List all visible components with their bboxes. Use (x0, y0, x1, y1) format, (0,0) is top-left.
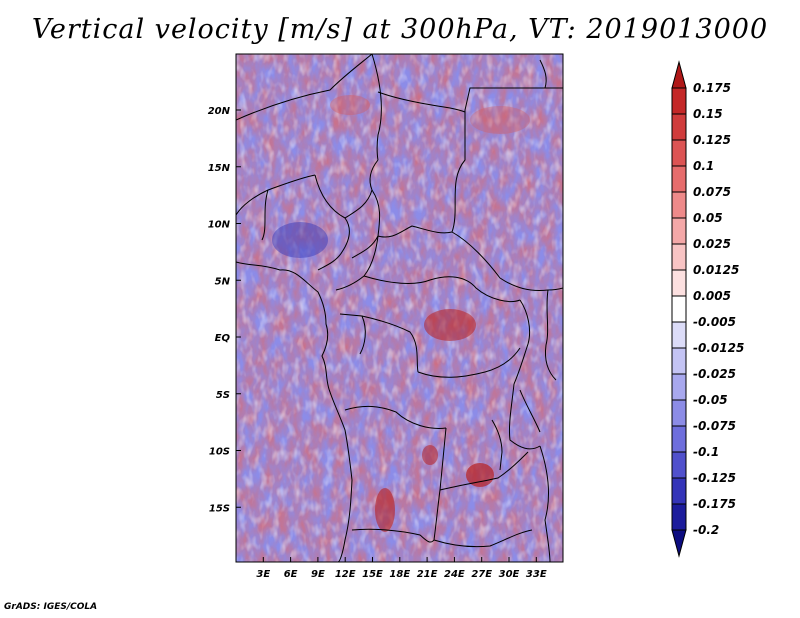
colorbar-swatch (671, 87, 687, 115)
lon-tick-label: 3E (256, 569, 270, 580)
colorbar-swatch (671, 139, 687, 167)
colorbar-label: -0.075 (693, 419, 736, 433)
colorbar-swatch (671, 321, 687, 349)
colorbar-swatch (671, 269, 687, 297)
colorbar-swatch (671, 217, 687, 245)
updraft-region (470, 106, 530, 134)
colorbar-swatch (671, 243, 687, 271)
colorbar-label: 0.005 (693, 289, 731, 303)
lon-tick-label: 15E (362, 569, 383, 580)
colorbar-swatch (671, 113, 687, 141)
updraft-core (375, 488, 395, 532)
colorbar-label: -0.2 (693, 523, 719, 537)
lon-tick-label: 18E (389, 569, 410, 580)
lon-tick-label: 9E (311, 569, 325, 580)
country-borders (236, 54, 563, 562)
colorbar-swatch (671, 373, 687, 401)
lat-tick-label: 5N (215, 276, 231, 287)
colorbar-swatch (671, 477, 687, 505)
colorbar-label: 0.075 (693, 185, 731, 199)
colorbar-label: 0.125 (693, 133, 731, 147)
colorbar-swatch (671, 191, 687, 219)
colorbar-label: -0.025 (693, 367, 736, 381)
updraft-core (422, 445, 438, 465)
colorbar-swatch (671, 165, 687, 193)
lat-tick-label: EQ (215, 333, 231, 344)
colorbar-label: -0.175 (693, 497, 736, 511)
lon-tick-label: 33E (526, 569, 547, 580)
colorbar-label: 0.175 (693, 81, 731, 95)
lon-tick-label: 12E (335, 569, 356, 580)
map-title: Vertical velocity [m/s] at 300hPa, VT: 2… (31, 14, 769, 45)
colorbar-label: -0.1 (693, 445, 719, 459)
colorbar-swatch (671, 295, 687, 323)
lon-tick-label: 27E (471, 569, 492, 580)
updraft-core (466, 463, 494, 487)
colorbar-label: 0.15 (693, 107, 723, 121)
colorbar-swatch (671, 451, 687, 479)
colorbar-label: -0.0125 (693, 341, 744, 355)
latitude-axis: 20N 15N 10N 5N EQ 5S 10S 15S (208, 106, 241, 514)
colorbar-label: 0.025 (693, 237, 731, 251)
colorbar-label: 0.1 (693, 159, 714, 173)
lon-tick-label: 30E (499, 569, 520, 580)
lon-tick-label: 21E (417, 569, 438, 580)
colorbar-label: 0.0125 (693, 263, 739, 277)
colorbar-swatch (671, 60, 687, 89)
updraft-region (330, 95, 370, 115)
lat-tick-label: 10N (208, 220, 231, 231)
lon-tick-label: 6E (284, 569, 298, 580)
grads-credit: GrADS: IGES/COLA (4, 602, 98, 612)
colorbar-swatch (671, 503, 687, 531)
lon-tick-label: 24E (444, 569, 465, 580)
lat-tick-label: 20N (208, 106, 231, 117)
velocity-field (236, 54, 563, 562)
colorbar-label: -0.125 (693, 471, 736, 485)
colorbar-swatch (671, 425, 687, 453)
colorbar-swatch (671, 347, 687, 375)
colorbar-swatch (671, 399, 687, 427)
colorbar-swatch (671, 529, 687, 558)
lat-tick-label: 15S (209, 503, 230, 514)
lat-tick-label: 15N (208, 163, 231, 174)
colorbar: 0.175 0.15 0.125 0.1 0.075 0.05 0.025 0.0125 0.0… (671, 60, 744, 558)
lat-tick-label: 5S (216, 390, 230, 401)
downdraft-region (272, 222, 328, 258)
updraft-core (424, 309, 476, 341)
lat-tick-label: 10S (209, 447, 230, 458)
longitude-axis: 3E 6E 9E 12E 15E 18E 21E 24E 27E 30E 33E (256, 557, 547, 580)
colorbar-label: -0.005 (693, 315, 736, 329)
colorbar-label: -0.05 (693, 393, 728, 407)
coastline (236, 261, 353, 562)
colorbar-label: 0.05 (693, 211, 723, 225)
